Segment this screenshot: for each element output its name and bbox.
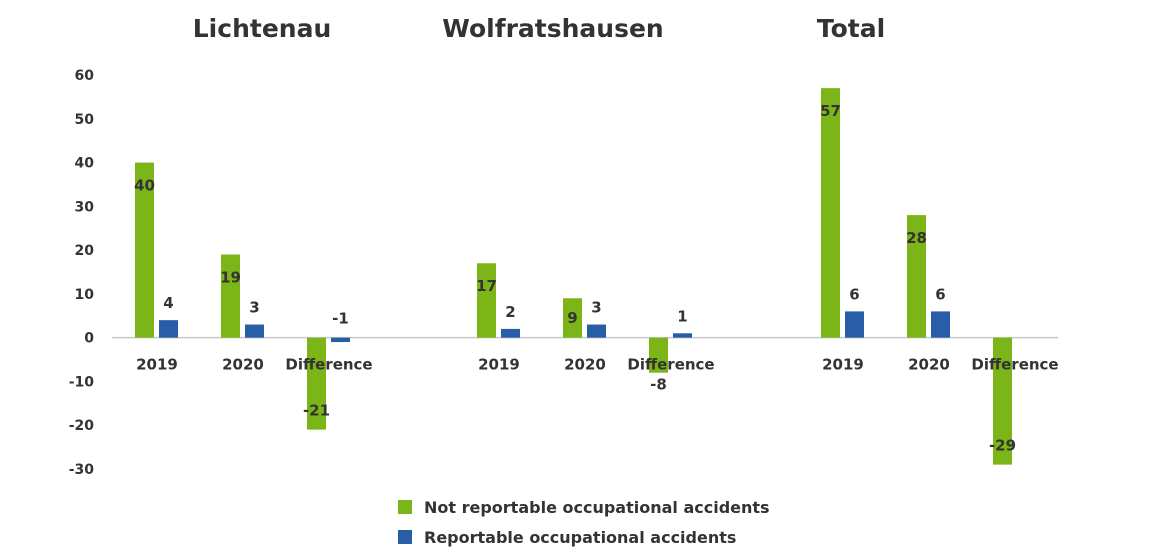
- bar-not-reportable: [563, 298, 582, 338]
- y-tick-label: 50: [75, 112, 95, 128]
- bar-reportable: [673, 333, 692, 338]
- category-label: 2019: [136, 356, 178, 374]
- data-label: 9: [567, 309, 577, 327]
- data-label: 2: [505, 303, 515, 321]
- data-label: 3: [591, 299, 601, 317]
- y-tick-label: 0: [84, 331, 94, 347]
- data-label: 19: [220, 268, 241, 286]
- bar-not-reportable: [993, 337, 1012, 465]
- legend-swatch-not-reportable: [398, 500, 412, 514]
- bar-reportable: [245, 324, 264, 338]
- panel-title: Total: [817, 14, 885, 43]
- category-label: Difference: [971, 356, 1058, 374]
- category-labels: 2019 2020 Difference 2019 2020 Difference 2019…: [136, 356, 1058, 374]
- bar-not-reportable: [907, 215, 926, 338]
- legend-label-reportable: Reportable occupational accidents: [424, 527, 737, 547]
- bar-not-reportable: [221, 254, 240, 338]
- category-label: Difference: [285, 356, 372, 374]
- bar-reportable: [159, 320, 178, 338]
- y-tick-label: 20: [75, 243, 95, 259]
- bar-not-reportable: [477, 263, 496, 338]
- bar-reportable: [931, 311, 950, 338]
- y-tick-label: -30: [69, 462, 95, 478]
- category-label: 2020: [908, 356, 950, 374]
- data-label: -1: [332, 310, 349, 328]
- legend-label-not-reportable: Not reportable occupational accidents: [424, 497, 770, 517]
- panel-title: Wolfratshausen: [442, 14, 663, 43]
- legend: Not reportable occupational accidents Re…: [398, 492, 770, 552]
- category-label: 2020: [564, 356, 606, 374]
- bar-not-reportable: [649, 337, 668, 373]
- data-label: 1: [677, 307, 687, 325]
- panel-title: Lichtenau: [193, 14, 332, 43]
- category-label: 2019: [822, 356, 864, 374]
- data-label: 28: [906, 229, 927, 247]
- legend-item-not-reportable: Not reportable occupational accidents: [398, 492, 770, 522]
- category-label: 2019: [478, 356, 520, 374]
- y-tick-label: 40: [75, 156, 95, 172]
- data-label: 4: [163, 294, 173, 312]
- y-tick-label: 60: [75, 68, 95, 84]
- legend-item-reportable: Reportable occupational accidents: [398, 522, 770, 552]
- bar-reportable: [587, 324, 606, 338]
- data-label: 6: [935, 285, 945, 303]
- y-tick-label: -20: [69, 418, 95, 434]
- data-label: -29: [989, 437, 1016, 455]
- panel-titles: Lichtenau Wolfratshausen Total: [193, 14, 885, 43]
- data-label: 3: [249, 299, 259, 317]
- data-label: -8: [650, 376, 667, 394]
- bars: [135, 88, 1012, 465]
- bar-reportable: [501, 328, 520, 338]
- category-label: Difference: [627, 356, 714, 374]
- data-label: 57: [820, 102, 841, 120]
- bar-not-reportable: [135, 162, 154, 338]
- data-label: 6: [849, 285, 859, 303]
- data-label: 40: [134, 177, 155, 195]
- bar-reportable: [331, 337, 350, 343]
- data-label: -21: [303, 402, 330, 420]
- bar-reportable: [845, 311, 864, 338]
- y-axis: 60 50 40 30 20 10 0 -10 -20 -30: [69, 68, 95, 478]
- bar-not-reportable: [821, 88, 840, 338]
- category-label: 2020: [222, 356, 264, 374]
- y-tick-label: 30: [75, 199, 95, 215]
- y-tick-label: -10: [69, 374, 95, 390]
- bar-not-reportable: [307, 337, 326, 430]
- data-label: 17: [476, 277, 497, 295]
- legend-swatch-reportable: [398, 530, 412, 544]
- y-tick-label: 10: [75, 287, 95, 303]
